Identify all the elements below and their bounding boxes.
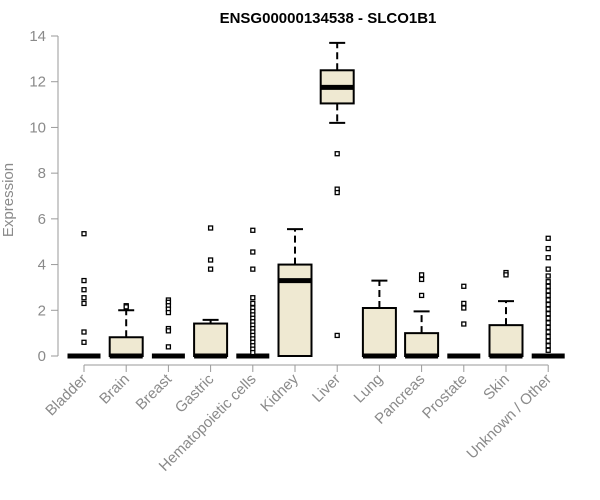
box-group [361, 279, 397, 359]
box-series [67, 41, 565, 359]
x-tick-label: Breast [133, 370, 176, 413]
outlier-point [545, 329, 551, 335]
box-group [319, 41, 355, 339]
outlier-point [81, 231, 87, 237]
outlier-point [545, 292, 551, 299]
outlier-point [81, 295, 87, 301]
outlier-point [250, 266, 256, 272]
outlier-point [545, 320, 551, 326]
box-group [108, 303, 144, 359]
outlier-point [545, 324, 551, 331]
outlier-point [418, 276, 425, 283]
box-group [236, 227, 270, 359]
outlier-point [545, 338, 551, 344]
outlier-point [545, 297, 551, 303]
outlier-point [418, 272, 425, 278]
box [108, 336, 144, 357]
outlier-point [545, 245, 551, 252]
outlier-point [81, 277, 87, 284]
y-axis-label: Expression [0, 163, 17, 237]
outlier-point [123, 304, 129, 310]
y-tick-label: 10 [29, 119, 46, 136]
y-tick-label: 2 [38, 302, 46, 319]
box [361, 307, 397, 357]
outlier-point [165, 309, 172, 316]
outlier-point [545, 311, 551, 317]
outlier-point [545, 273, 551, 279]
y-tick-label: 6 [38, 211, 46, 228]
outlier-point [545, 266, 551, 272]
outlier-point [418, 292, 425, 299]
box-group [488, 269, 524, 359]
outlier-point [207, 266, 214, 272]
outlier-point [81, 329, 87, 335]
outlier-point [461, 300, 467, 307]
x-tick-label: Skin [480, 371, 513, 404]
x-tick-label: Brain [96, 371, 133, 408]
outlier-point [250, 249, 256, 255]
outlier-point [461, 305, 467, 311]
outlier-point [250, 295, 256, 301]
box-group [531, 235, 565, 359]
outlier-point [545, 288, 551, 294]
y-tick-label: 12 [29, 74, 46, 91]
outlier-point [334, 151, 340, 157]
outlier-point [545, 301, 551, 308]
x-tick-label: Prostate [419, 371, 471, 423]
outlier-point [545, 279, 551, 285]
outlier-point [545, 283, 551, 289]
outlier-point [81, 339, 87, 345]
outlier-point [250, 300, 256, 307]
box-group [151, 297, 185, 359]
outlier-point [207, 225, 214, 231]
box-group [404, 272, 440, 359]
outlier-point [81, 287, 87, 293]
outlier-point [334, 189, 340, 196]
box [193, 322, 229, 357]
outlier-point [165, 344, 172, 350]
box-group [193, 225, 229, 359]
outlier-point [461, 321, 467, 327]
outlier-point [165, 328, 172, 334]
outlier-point [250, 349, 256, 356]
y-tick-label: 8 [38, 165, 46, 182]
outlier-point [461, 283, 467, 289]
box [404, 332, 440, 357]
outlier-point [545, 347, 551, 353]
x-tick-label: Kidney [257, 370, 302, 415]
y-tick-label: 4 [38, 257, 46, 274]
x-tick-label: Liver [309, 371, 344, 406]
chart-title: ENSG00000134538 - SLCO1B1 [220, 10, 437, 27]
box-group [67, 231, 101, 359]
box [488, 324, 524, 357]
y-tick-label: 14 [29, 28, 46, 45]
x-tick-label: Bladder [42, 371, 91, 420]
outlier-point [81, 300, 87, 307]
outlier-point [545, 235, 551, 241]
box-group [277, 228, 313, 358]
x-tick-label: Lung [351, 371, 387, 407]
y-tick-label: 0 [38, 348, 46, 365]
outlier-point [207, 257, 214, 263]
outlier-point [545, 306, 551, 312]
outlier-point [250, 227, 256, 233]
outlier-point [545, 315, 551, 321]
box-group [447, 283, 481, 359]
outlier-point [334, 332, 340, 339]
outlier-point [545, 255, 551, 261]
outlier-point [503, 272, 509, 278]
outlier-point [545, 333, 551, 340]
outlier-point [545, 343, 551, 349]
